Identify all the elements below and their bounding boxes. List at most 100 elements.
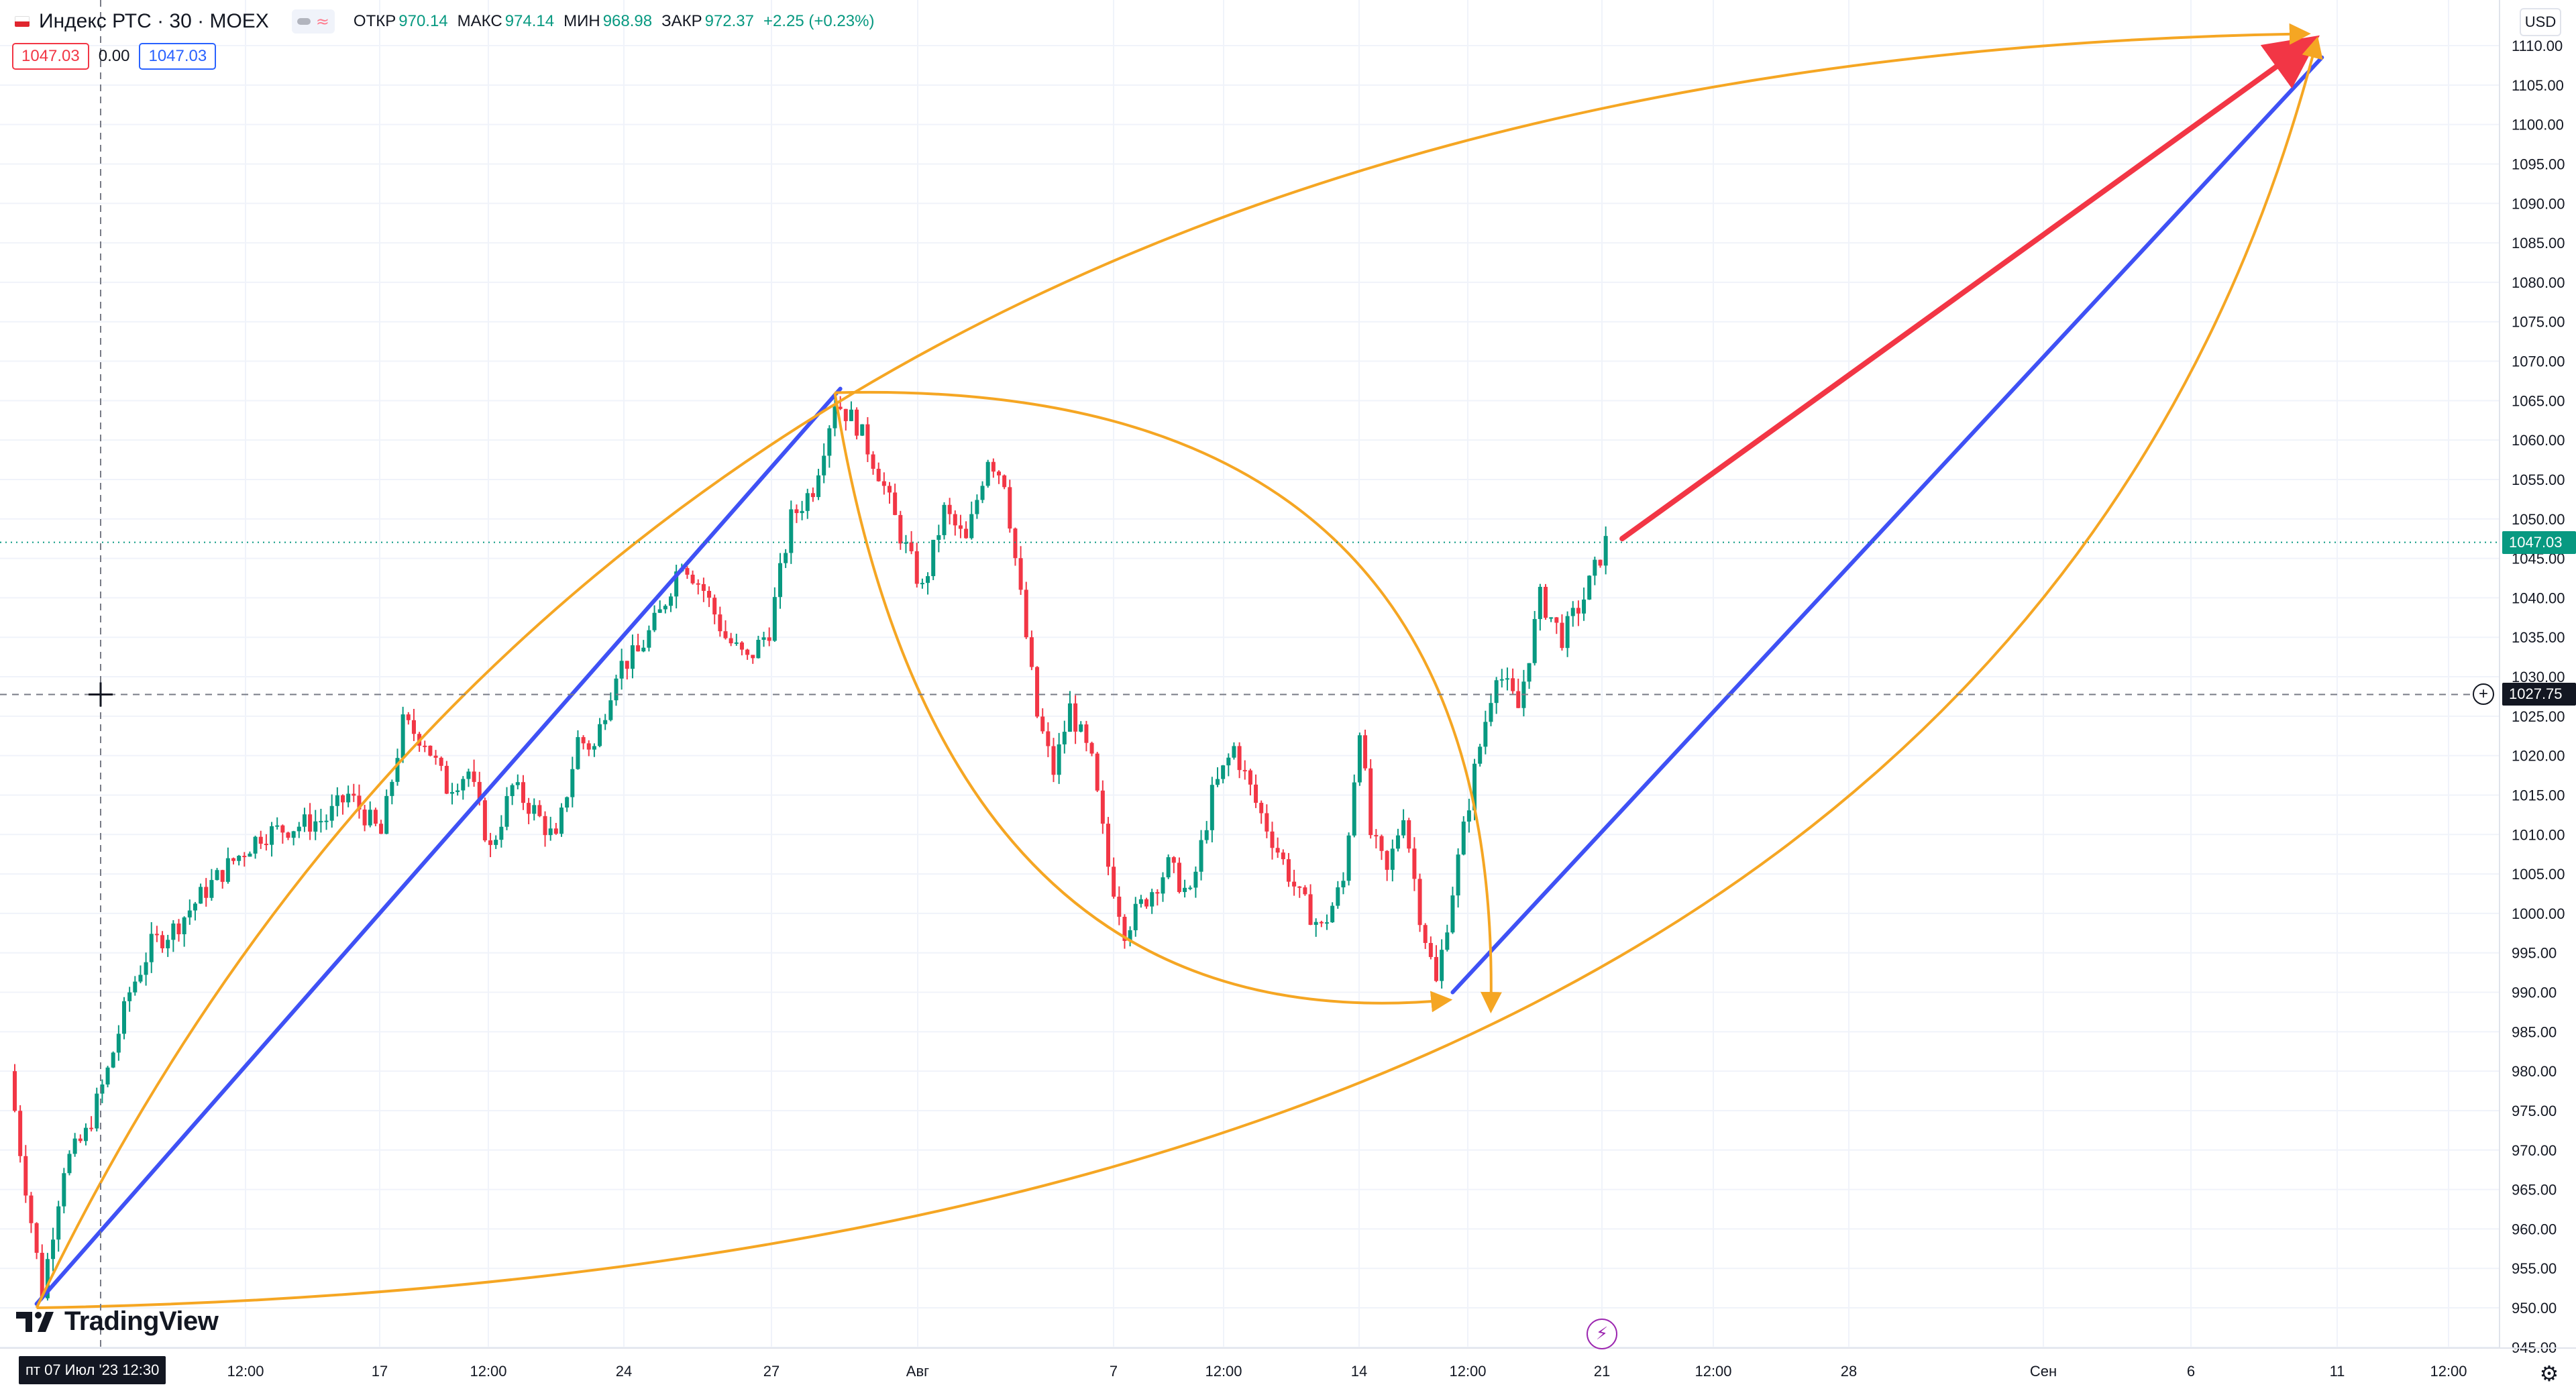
candle-body	[581, 737, 586, 744]
candle-body	[964, 528, 969, 539]
low-label: МИН	[564, 12, 600, 30]
candle-body	[833, 406, 837, 429]
candle-body	[335, 795, 339, 806]
candle-body	[1472, 763, 1477, 811]
candle-body	[291, 831, 296, 838]
candle-body	[1067, 703, 1072, 732]
price-tick-label: 1075.00	[2512, 314, 2565, 331]
candle-body	[729, 638, 733, 644]
candle-body	[1450, 895, 1455, 933]
candle-body	[1560, 622, 1564, 649]
candle-body	[1248, 770, 1252, 785]
candle-body	[543, 816, 547, 836]
time-tick-label: 6	[2187, 1363, 2195, 1380]
candle-body	[280, 825, 285, 833]
currency-button[interactable]: USD	[2520, 8, 2561, 36]
candle-body	[1532, 619, 1537, 663]
candle-body	[696, 583, 700, 585]
candle-body	[576, 737, 580, 769]
candle-body	[669, 596, 673, 606]
candle-body	[23, 1156, 28, 1196]
candle-body	[1024, 590, 1028, 638]
candle-body	[373, 810, 378, 824]
candle-body	[1117, 896, 1122, 917]
candle-body	[619, 661, 624, 679]
buy-button[interactable]: 1047.03	[139, 43, 217, 70]
drawings[interactable]	[34, 23, 2324, 1309]
candles	[13, 396, 1608, 1301]
candle-body	[341, 795, 345, 803]
orange-outer-arc-top	[35, 23, 2311, 1308]
symbol-title[interactable]: Индекс РТС · 30 · MOEX	[39, 10, 269, 32]
candle-body	[89, 1127, 94, 1129]
candle-body	[199, 887, 203, 904]
russia-flag-icon	[15, 16, 30, 27]
candle-body	[953, 514, 957, 526]
time-tick-label: 12:00	[227, 1363, 264, 1380]
candle-body	[991, 461, 996, 472]
price-tick-label: 1105.00	[2512, 77, 2564, 94]
candle-body	[1089, 742, 1094, 754]
price-tick-label: 965.00	[2512, 1182, 2557, 1198]
candle-body	[898, 514, 903, 544]
tradingview-logo[interactable]: TradingView	[16, 1306, 219, 1337]
candle-body	[1385, 850, 1389, 870]
candle-body	[652, 612, 657, 630]
candle-body	[324, 820, 329, 822]
price-tick-label: 995.00	[2512, 945, 2557, 962]
candle-body	[1237, 746, 1242, 771]
legend-toggles[interactable]: ≈	[291, 9, 335, 34]
candle-body	[636, 645, 641, 652]
candle-body	[1232, 746, 1236, 758]
candle-body	[1598, 559, 1603, 566]
time-tick-label: 12:00	[470, 1363, 506, 1380]
candle-body	[105, 1067, 110, 1085]
candle-body	[603, 720, 608, 724]
candle-body	[1603, 536, 1608, 566]
time-tick-label: 14	[1351, 1363, 1367, 1380]
candle-body	[1216, 779, 1220, 785]
candle-body	[942, 504, 947, 535]
candle-body	[1073, 703, 1078, 732]
candle-body	[1029, 637, 1034, 667]
candle-body	[816, 475, 821, 498]
wave-icon[interactable]: ≈	[315, 12, 329, 31]
price-tick-label: 950.00	[2512, 1300, 2557, 1317]
add-alert-plus-icon[interactable]: +	[2473, 683, 2494, 706]
candle-body	[1379, 836, 1384, 851]
candle-body	[1505, 678, 1509, 680]
candle-body	[822, 455, 826, 476]
time-tick-label: 12:00	[2430, 1363, 2467, 1380]
last-price-label: 1047.03	[2502, 531, 2576, 554]
candle-body	[390, 781, 394, 796]
sell-button[interactable]: 1047.03	[12, 43, 89, 70]
price-tick-label: 1030.00	[2512, 669, 2565, 685]
candle-body	[193, 903, 197, 911]
candle-body	[893, 492, 898, 515]
price-tick-label: 975.00	[2512, 1103, 2557, 1119]
candle-body	[570, 769, 575, 797]
candle-body	[187, 910, 192, 917]
price-tick-label: 955.00	[2512, 1260, 2557, 1277]
gear-icon[interactable]: ⚙	[2539, 1361, 2559, 1386]
candle-body	[1494, 680, 1499, 704]
candle-body	[1466, 810, 1471, 822]
candle-body	[690, 574, 695, 583]
candle-body	[849, 409, 853, 421]
candle-body	[78, 1138, 83, 1141]
candle-body	[865, 424, 870, 455]
price-tick-label: 1035.00	[2512, 629, 2565, 646]
candle-body	[264, 844, 268, 846]
candle-body	[444, 765, 449, 794]
candle-body	[614, 678, 619, 701]
candle-body	[13, 1071, 17, 1111]
candle-body	[111, 1052, 115, 1068]
candle-body	[1112, 867, 1116, 897]
candle-body	[904, 542, 908, 544]
candle-body	[1040, 716, 1045, 732]
candle-body	[860, 424, 865, 436]
event-lightning-icon[interactable]: ⚡	[1587, 1319, 1617, 1349]
visibility-toggle-icon[interactable]	[297, 18, 311, 25]
